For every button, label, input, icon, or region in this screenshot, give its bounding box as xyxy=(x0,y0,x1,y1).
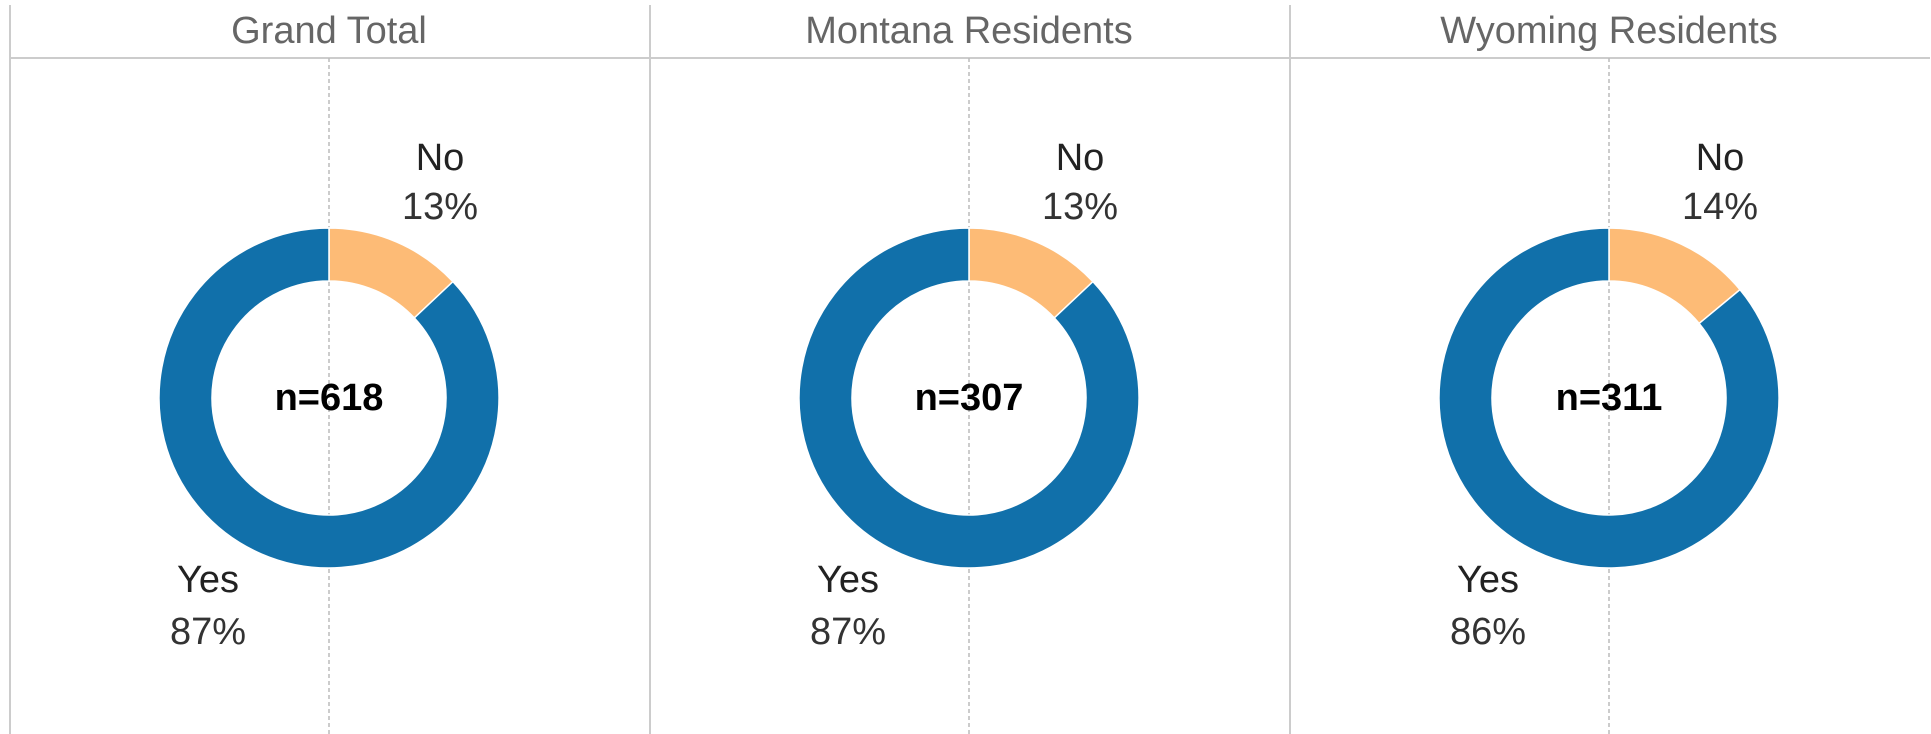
slice-label: No xyxy=(1696,137,1745,179)
donut-slice xyxy=(798,227,1140,569)
slice-label: No xyxy=(1056,137,1105,179)
slice-value-label: 86% xyxy=(1450,611,1526,653)
slice-value-label: 13% xyxy=(402,186,478,228)
slice-label: Yes xyxy=(1457,559,1519,601)
slice-label: No xyxy=(416,137,465,179)
donut-slice xyxy=(158,227,500,569)
center-label: n=618 xyxy=(275,377,384,419)
slice-label: Yes xyxy=(177,559,239,601)
slice-value-label: 14% xyxy=(1682,186,1758,228)
slice-value-label: 13% xyxy=(1042,186,1118,228)
panel-title: Wyoming Residents xyxy=(1440,10,1778,52)
donut-slice xyxy=(1438,227,1780,569)
center-label: n=311 xyxy=(1556,377,1663,419)
slice-value-label: 87% xyxy=(170,611,246,653)
slice-value-label: 87% xyxy=(810,611,886,653)
slice-label: Yes xyxy=(817,559,879,601)
center-label: n=307 xyxy=(915,377,1024,419)
panel-title: Montana Residents xyxy=(805,10,1132,52)
panel-title: Grand Total xyxy=(231,10,427,52)
